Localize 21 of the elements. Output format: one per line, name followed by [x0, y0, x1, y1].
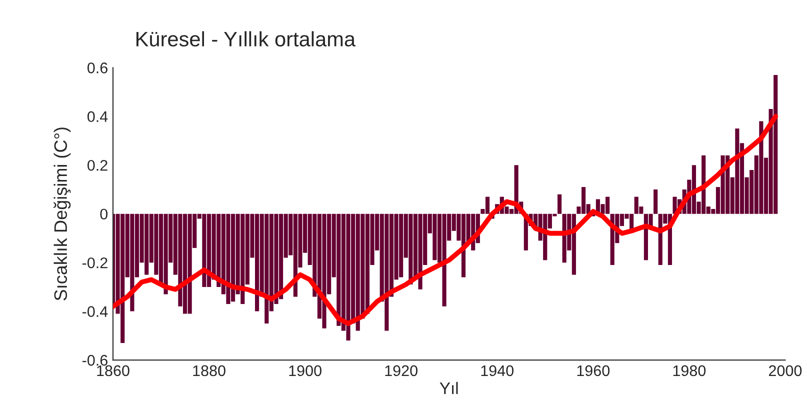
x-tick-label: 1880: [193, 365, 226, 376]
chart-title: Küresel - Yıllık ortalama: [136, 31, 356, 47]
y-tick-label: 0: [100, 208, 108, 220]
y-tick-label: -0.4: [82, 306, 108, 317]
line-series: [112, 114, 778, 326]
x-tick-label: 1940: [481, 365, 514, 376]
y-tick-label: 0.6: [87, 62, 108, 74]
x-tick-label: 1960: [577, 365, 610, 376]
x-axis-title: Yıl: [440, 382, 458, 394]
y-tick-label: -0.2: [82, 257, 108, 268]
x-tick-label: 1920: [385, 365, 418, 376]
bar: [654, 189, 658, 214]
y-axis-title: Sıcaklık Değişimi (C°): [54, 128, 71, 300]
y-tick-label: 0.2: [87, 160, 108, 171]
x-tick-label: 2000: [768, 365, 802, 376]
x-tick-label: 1900: [289, 365, 322, 376]
x-tick-label: 1980: [673, 365, 706, 376]
y-tick-label: -0.6: [82, 354, 108, 366]
bar: [557, 194, 562, 214]
x-tick-label: 1860: [97, 365, 130, 376]
y-tick-label: 0.4: [87, 111, 108, 122]
